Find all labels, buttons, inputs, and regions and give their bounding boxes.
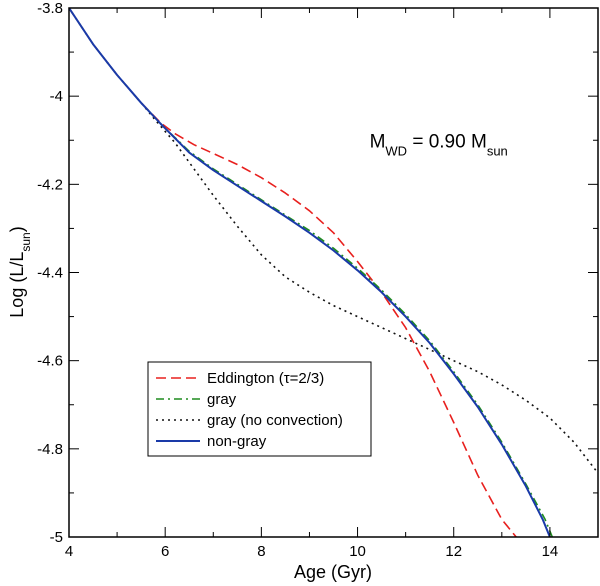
x-axis-title: Age (Gyr) [294, 562, 372, 582]
ticks-layer: 4 6 8 10 12 14 -3.8 -4 -4.2 -4.4 -4.6 -4.8 -5 [37, 0, 599, 560]
legend: Eddington (τ=2/3) gray gray (no convection… [147, 361, 372, 457]
x-tick-label: 6 [161, 543, 169, 560]
x-tick-label: 4 [65, 543, 73, 560]
legend-label-gray: gray [207, 391, 237, 408]
series-line-non-gray [69, 8, 551, 537]
y-tick-label: -5 [50, 529, 63, 546]
legend-label-gray-no-convection: gray (no convection) [207, 412, 343, 429]
x-tick-label: 10 [349, 543, 366, 560]
series-layer [69, 8, 598, 537]
series-line-gray-no-convection [69, 8, 598, 474]
series-line-gray [69, 8, 554, 537]
x-tick-label: 8 [257, 543, 265, 560]
mass-annotation: MWD = 0.90 Msun [370, 131, 508, 158]
series-line-eddington-2-3 [69, 8, 517, 537]
legend-label-eddington-2-3: Eddington (τ=2/3) [207, 370, 324, 387]
x-tick-label: 14 [542, 543, 559, 560]
legend-label-non-gray: non-gray [207, 433, 267, 450]
y-tick-label: -4 [50, 88, 63, 105]
y-tick-label: -4.6 [37, 353, 63, 370]
y-axis-title: Log (L/Lsun) [7, 226, 33, 317]
y-tick-label: -4.8 [37, 441, 63, 458]
y-tick-label: -4.4 [37, 265, 63, 282]
plot-frame [68, 7, 599, 538]
x-tick-label: 12 [445, 543, 462, 560]
y-tick-label: -4.2 [37, 176, 63, 193]
y-tick-label: -3.8 [37, 0, 63, 17]
